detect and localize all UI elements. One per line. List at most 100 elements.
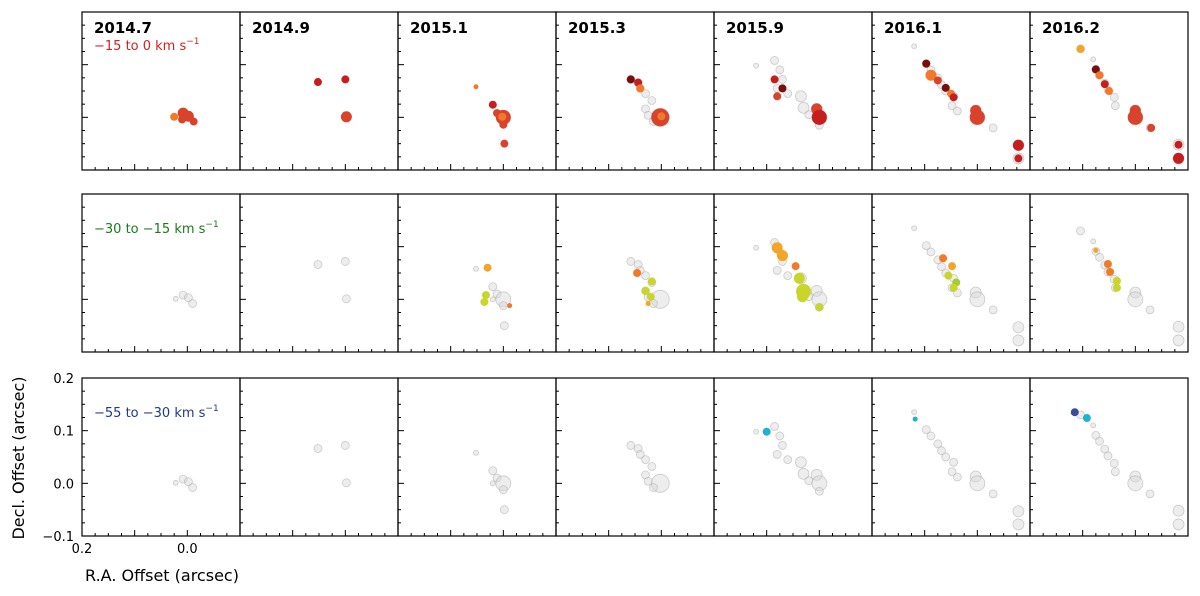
background-point: [952, 472, 962, 482]
background-point: [753, 244, 760, 251]
background-point: [313, 260, 323, 269]
background-point: [1110, 467, 1120, 477]
y-tick-label: 0.1: [53, 425, 74, 440]
data-point: [1100, 80, 1109, 89]
data-point: [647, 277, 656, 286]
data-point: [771, 242, 783, 254]
background-point: [926, 431, 936, 441]
background-point: [499, 321, 509, 331]
panel-frame: [555, 377, 715, 537]
background-point: [753, 428, 760, 435]
data-point: [941, 83, 950, 92]
background-point: [495, 291, 512, 308]
data-point: [626, 75, 635, 84]
background-point: [952, 106, 962, 116]
y-axis-label: Decl. Offset (arcsec): [9, 376, 28, 539]
background-point: [188, 299, 198, 308]
background-point: [1172, 518, 1185, 531]
epoch-label: 2015.9: [726, 19, 784, 37]
data-point: [948, 262, 957, 271]
background-point: [641, 89, 650, 99]
background-point: [488, 466, 498, 476]
data-point: [483, 263, 492, 272]
background-point: [783, 271, 793, 281]
background-point: [804, 476, 814, 486]
background-point: [498, 485, 508, 495]
data-point: [949, 283, 958, 292]
data-point: [633, 269, 642, 277]
background-point: [969, 475, 986, 492]
background-point: [172, 479, 179, 486]
y-tick-label: 0.2: [53, 372, 74, 387]
background-point: [1012, 505, 1025, 518]
background-point: [1172, 320, 1185, 333]
background-point: [1129, 286, 1142, 299]
background-point: [770, 56, 779, 65]
background-point: [988, 489, 998, 499]
data-point: [1112, 283, 1121, 292]
data-point: [1173, 152, 1185, 164]
data-point: [1012, 139, 1024, 151]
data-point: [925, 69, 937, 81]
background-point: [172, 295, 179, 302]
background-point: [775, 65, 785, 75]
background-point: [1145, 305, 1155, 315]
data-point: [796, 291, 808, 303]
data-point: [762, 427, 771, 436]
background-point: [775, 431, 785, 441]
background-point: [1012, 321, 1025, 334]
data-point: [1103, 260, 1112, 269]
background-point: [626, 441, 636, 450]
data-point: [189, 117, 198, 126]
panel-frame: [713, 193, 873, 353]
data-point: [507, 303, 513, 309]
data-point: [657, 112, 666, 121]
background-point: [499, 505, 509, 515]
data-point: [939, 254, 948, 263]
data-point: [488, 100, 497, 109]
background-point: [937, 446, 946, 456]
data-point: [773, 92, 782, 101]
data-point: [912, 416, 918, 422]
background-point: [649, 483, 658, 492]
data-point: [473, 84, 479, 90]
background-point: [947, 101, 957, 111]
background-point: [492, 289, 502, 299]
data-point: [340, 111, 352, 123]
background-point: [1090, 238, 1097, 245]
background-point: [772, 449, 782, 459]
background-point: [795, 90, 807, 103]
background-point: [340, 441, 350, 450]
background-point: [753, 62, 760, 69]
data-point: [1105, 87, 1113, 95]
superscript: −1: [186, 37, 199, 47]
panel-frame: [81, 377, 241, 537]
background-point: [1145, 489, 1155, 499]
background-point: [489, 296, 496, 303]
data-point: [480, 297, 489, 306]
data-point: [178, 115, 187, 124]
data-point: [791, 262, 800, 271]
data-point: [641, 286, 650, 295]
background-point: [188, 483, 198, 492]
data-point: [922, 59, 931, 68]
background-point: [647, 96, 657, 105]
background-point: [1127, 291, 1144, 308]
background-point: [1110, 101, 1120, 111]
velocity-range-label: −30 to −15 km s−1: [94, 220, 219, 237]
background-point: [1109, 458, 1119, 468]
data-point: [1174, 140, 1183, 149]
background-point: [650, 473, 670, 493]
panel-frame: [871, 377, 1031, 537]
background-point: [1095, 436, 1104, 446]
data-point: [1091, 65, 1100, 74]
data-point: [793, 272, 805, 284]
data-point: [933, 76, 942, 85]
background-point: [921, 241, 931, 251]
background-point: [643, 476, 653, 486]
background-point: [949, 457, 959, 467]
background-point: [492, 473, 502, 483]
data-point: [1147, 123, 1156, 132]
background-point: [1090, 422, 1097, 429]
data-point: [481, 291, 490, 300]
